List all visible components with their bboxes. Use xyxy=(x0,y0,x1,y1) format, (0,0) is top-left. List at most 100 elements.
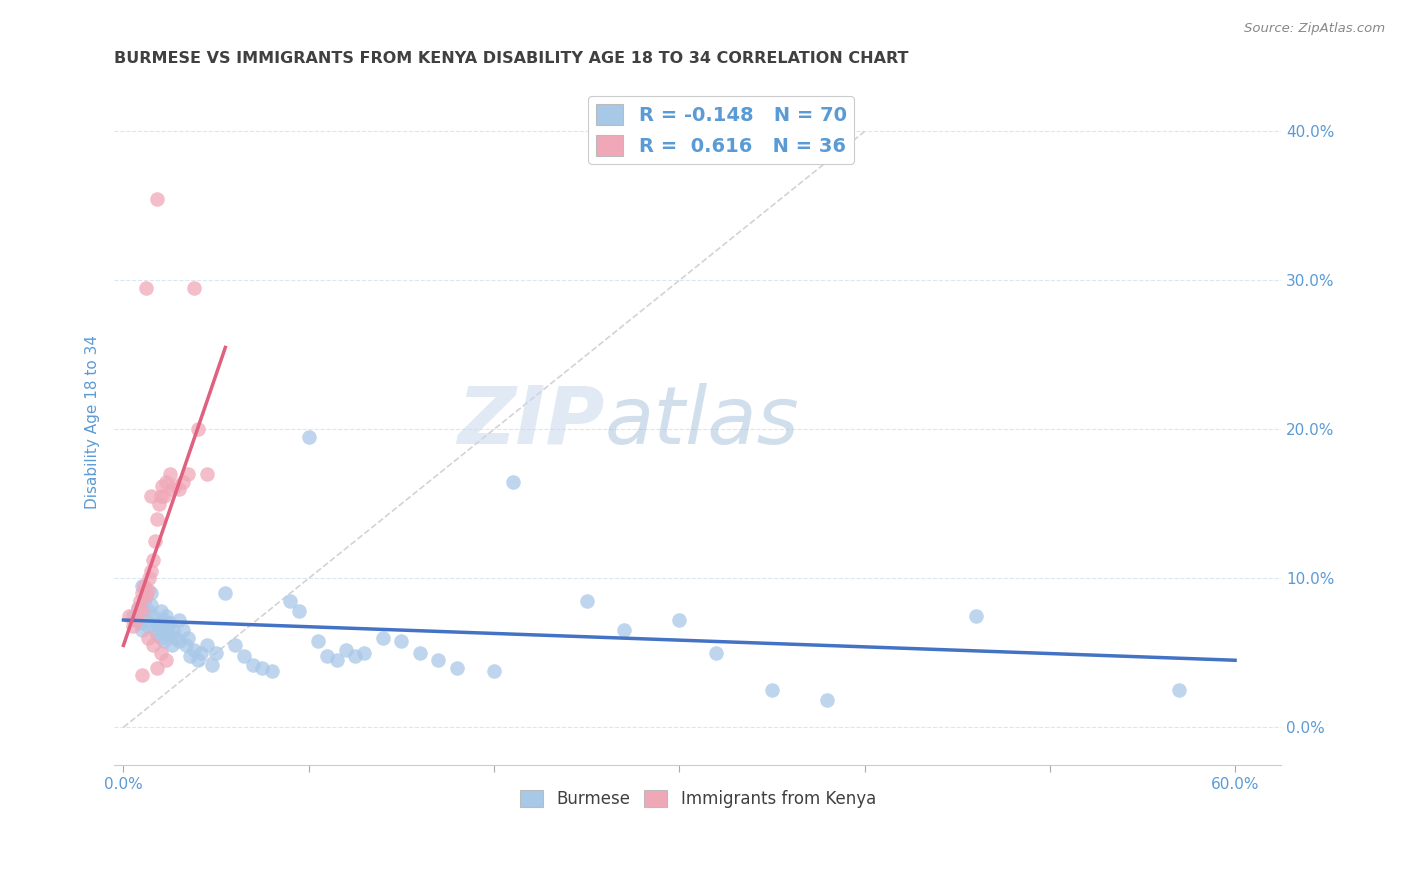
Point xyxy=(118,608,141,623)
Point xyxy=(148,619,170,633)
Text: atlas: atlas xyxy=(605,383,799,461)
Point xyxy=(142,608,165,623)
Point xyxy=(160,638,183,652)
Point xyxy=(153,633,176,648)
Point xyxy=(131,624,153,638)
Point xyxy=(132,593,155,607)
Point xyxy=(131,579,153,593)
Point xyxy=(167,613,190,627)
Point xyxy=(149,646,172,660)
Point xyxy=(177,631,200,645)
Point xyxy=(335,642,357,657)
Point xyxy=(1168,683,1191,698)
Point xyxy=(224,638,246,652)
Text: Source: ZipAtlas.com: Source: ZipAtlas.com xyxy=(1244,22,1385,36)
Point xyxy=(150,624,173,638)
Point xyxy=(136,619,159,633)
Point xyxy=(187,422,209,436)
Point xyxy=(502,475,524,489)
Point xyxy=(427,653,450,667)
Point xyxy=(353,646,375,660)
Point xyxy=(136,583,159,598)
Point xyxy=(150,479,173,493)
Point xyxy=(121,619,143,633)
Point xyxy=(195,467,218,481)
Point xyxy=(153,490,176,504)
Point xyxy=(129,615,152,630)
Point xyxy=(325,653,347,667)
Point xyxy=(389,633,412,648)
Point xyxy=(155,608,177,623)
Point xyxy=(195,638,218,652)
Point xyxy=(142,553,165,567)
Point xyxy=(183,642,205,657)
Point xyxy=(135,613,157,627)
Point xyxy=(242,657,264,672)
Point xyxy=(179,648,201,663)
Point xyxy=(148,497,170,511)
Point xyxy=(613,624,636,638)
Y-axis label: Disability Age 18 to 34: Disability Age 18 to 34 xyxy=(86,334,100,509)
Point xyxy=(205,646,228,660)
Point xyxy=(575,593,598,607)
Point xyxy=(146,512,169,526)
Point xyxy=(138,571,160,585)
Point xyxy=(183,281,205,295)
Point xyxy=(371,631,394,645)
Point xyxy=(165,479,187,493)
Point xyxy=(409,646,432,660)
Point xyxy=(127,601,149,615)
Point xyxy=(143,624,166,638)
Point xyxy=(153,613,176,627)
Point xyxy=(121,608,143,623)
Point xyxy=(149,490,172,504)
Point xyxy=(176,638,198,652)
Point xyxy=(344,648,367,663)
Point xyxy=(167,633,190,648)
Point xyxy=(143,534,166,549)
Point xyxy=(177,467,200,481)
Point xyxy=(155,475,177,489)
Point xyxy=(131,604,153,618)
Point xyxy=(817,693,839,707)
Point xyxy=(260,664,283,678)
Point xyxy=(142,638,165,652)
Point xyxy=(214,586,236,600)
Text: ZIP: ZIP xyxy=(457,383,605,461)
Point xyxy=(172,624,194,638)
Point xyxy=(668,613,690,627)
Point xyxy=(131,586,153,600)
Point xyxy=(307,633,329,648)
Point xyxy=(136,631,159,645)
Point xyxy=(761,683,783,698)
Point xyxy=(127,601,149,615)
Point xyxy=(190,646,212,660)
Point xyxy=(149,604,172,618)
Point xyxy=(482,664,505,678)
Point xyxy=(165,631,187,645)
Point xyxy=(704,646,727,660)
Point xyxy=(155,653,177,667)
Point xyxy=(146,628,169,642)
Point xyxy=(167,482,190,496)
Point xyxy=(159,628,181,642)
Text: BURMESE VS IMMIGRANTS FROM KENYA DISABILITY AGE 18 TO 34 CORRELATION CHART: BURMESE VS IMMIGRANTS FROM KENYA DISABIL… xyxy=(114,51,908,66)
Point xyxy=(135,281,157,295)
Point xyxy=(278,593,301,607)
Point xyxy=(129,593,152,607)
Point xyxy=(252,661,274,675)
Point xyxy=(146,192,169,206)
Point xyxy=(316,648,339,663)
Point xyxy=(149,631,172,645)
Point xyxy=(201,657,224,672)
Point xyxy=(141,490,163,504)
Point xyxy=(172,475,194,489)
Point xyxy=(156,619,179,633)
Point xyxy=(288,604,311,618)
Point xyxy=(965,608,987,623)
Point xyxy=(159,615,181,630)
Point xyxy=(446,661,468,675)
Point xyxy=(141,598,163,612)
Point xyxy=(131,668,153,682)
Point xyxy=(162,624,184,638)
